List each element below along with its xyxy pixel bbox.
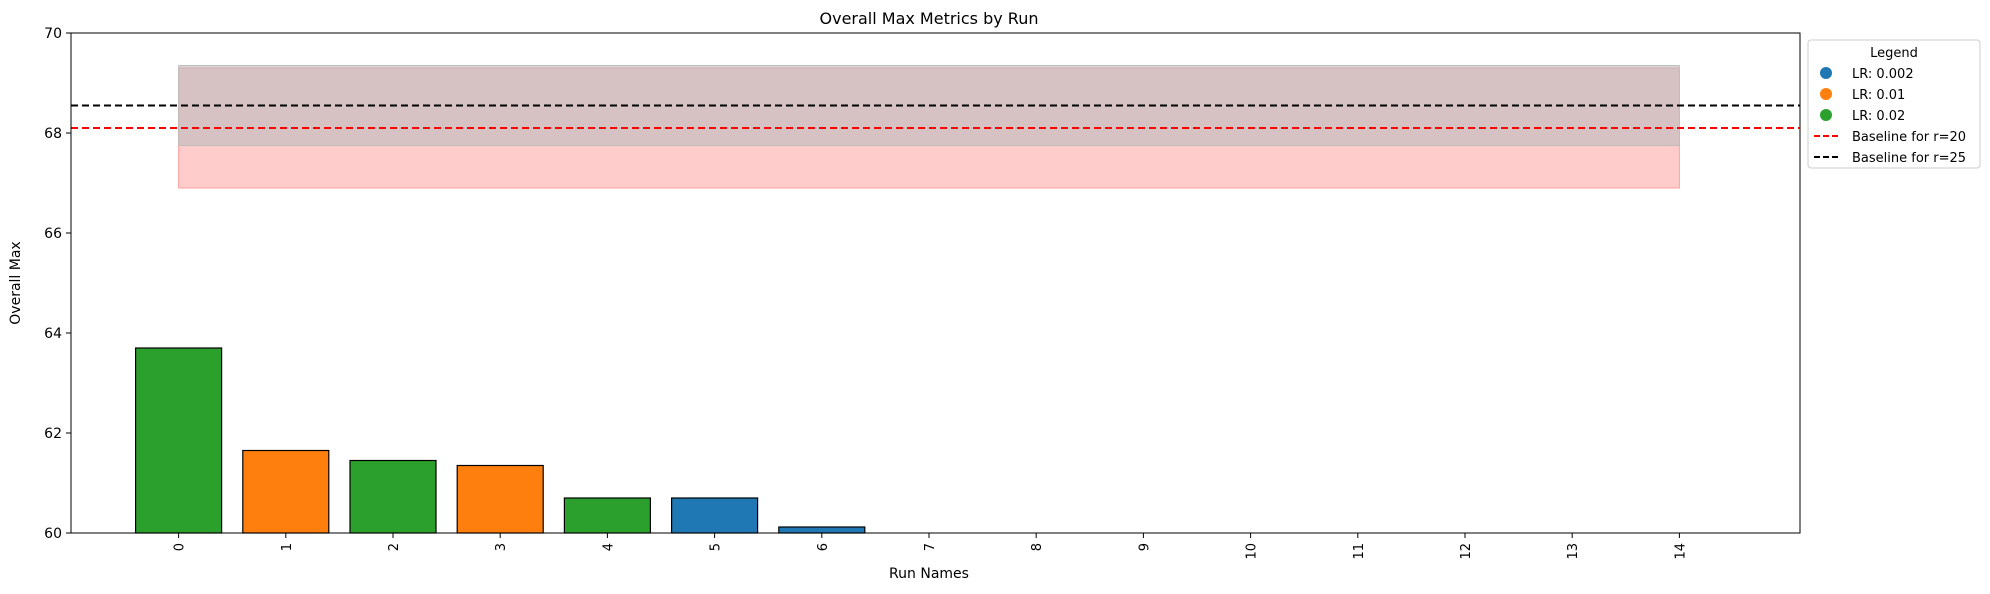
y-axis-label: Overall Max <box>8 241 24 324</box>
x-tick-label: 14 <box>1673 543 1688 560</box>
bar-run-1 <box>242 449 330 534</box>
plot-frame <box>70 32 1801 534</box>
bar-run-2 <box>349 459 437 534</box>
y-tick-label: 68 <box>44 126 62 142</box>
bar-run-3 <box>456 464 544 534</box>
x-tick-label: 0 <box>173 543 188 551</box>
x-tick-label: 1 <box>280 543 295 551</box>
y-tick-label: 60 <box>44 526 62 542</box>
y-tick-label: 70 <box>44 26 62 42</box>
legend-label: LR: 0.02 <box>1852 109 1905 124</box>
chart-title: Overall Max Metrics by Run <box>820 9 1039 28</box>
x-tick-label: 3 <box>494 543 509 551</box>
x-tick-label: 11 <box>1352 543 1367 560</box>
bar-run-5 <box>670 497 759 534</box>
x-tick-label: 2 <box>387 543 402 551</box>
bar-run-4 <box>563 497 652 534</box>
y-tick-label: 66 <box>44 226 62 242</box>
baseline-lines <box>71 104 1800 129</box>
x-tick-label: 7 <box>923 543 938 551</box>
legend-label: LR: 0.002 <box>1852 67 1914 82</box>
x-tick-label: 9 <box>1137 543 1152 551</box>
legend-title: Legend <box>1870 46 1918 61</box>
legend-label: LR: 0.01 <box>1852 88 1905 103</box>
bar-run-0 <box>135 347 223 534</box>
legend-marker <box>1820 109 1832 121</box>
bar-run-6 <box>778 526 866 534</box>
x-axis-label: Run Names <box>889 566 969 582</box>
x-tick-label: 10 <box>1245 543 1260 560</box>
legend-label: Baseline for r=25 <box>1852 151 1966 166</box>
legend-label: Baseline for r=20 <box>1852 130 1966 145</box>
legend-marker <box>1820 88 1832 100</box>
legend-marker <box>1820 67 1832 79</box>
legend-frame <box>1807 39 1981 169</box>
x-tick-label: 13 <box>1566 543 1581 560</box>
x-tick-label: 12 <box>1459 543 1474 560</box>
x-tick-label: 5 <box>709 543 724 551</box>
legend: Legend LR: 0.002 LR: 0.01 LR: 0.02 Baseline … <box>1807 39 1981 169</box>
bars <box>135 347 866 534</box>
x-axis: 0 1 2 3 4 5 6 7 8 9 10 11 12 13 14 <box>173 533 1688 560</box>
baseline-bands <box>178 65 1680 189</box>
y-axis: 60 62 64 66 68 70 <box>44 26 71 542</box>
y-tick-label: 62 <box>44 426 62 442</box>
x-tick-label: 8 <box>1030 543 1045 551</box>
x-tick-label: 6 <box>816 543 831 551</box>
x-tick-label: 4 <box>601 543 616 551</box>
y-tick-label: 64 <box>44 326 62 342</box>
